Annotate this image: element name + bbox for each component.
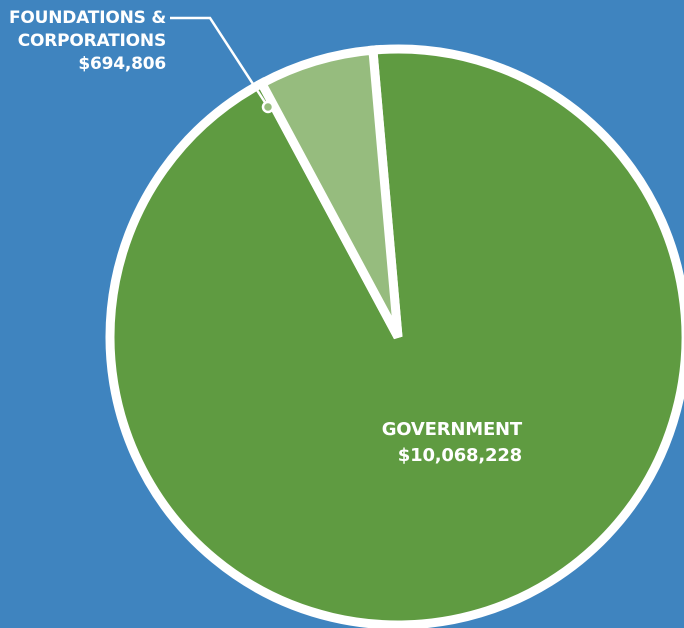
- pie-slices: [105, 44, 684, 628]
- foundations-leader-line: [170, 16, 270, 108]
- foundations-label-line-2: CORPORATIONS: [17, 31, 167, 51]
- foundations-label-line-1: FOUNDATIONS &: [8, 8, 166, 28]
- foundations-value: $694,806: [78, 54, 166, 74]
- foundations-leader-dot: [261, 100, 275, 114]
- government-label-name: GOVERNMENT: [381, 419, 522, 440]
- foundations-label: FOUNDATIONS & CORPORATIONS $694,806: [9, 7, 166, 76]
- government-label: GOVERNMENT $10,068,228: [382, 417, 522, 469]
- pie-slice-foundations: [255, 45, 403, 340]
- government-value: $10,068,228: [397, 445, 522, 466]
